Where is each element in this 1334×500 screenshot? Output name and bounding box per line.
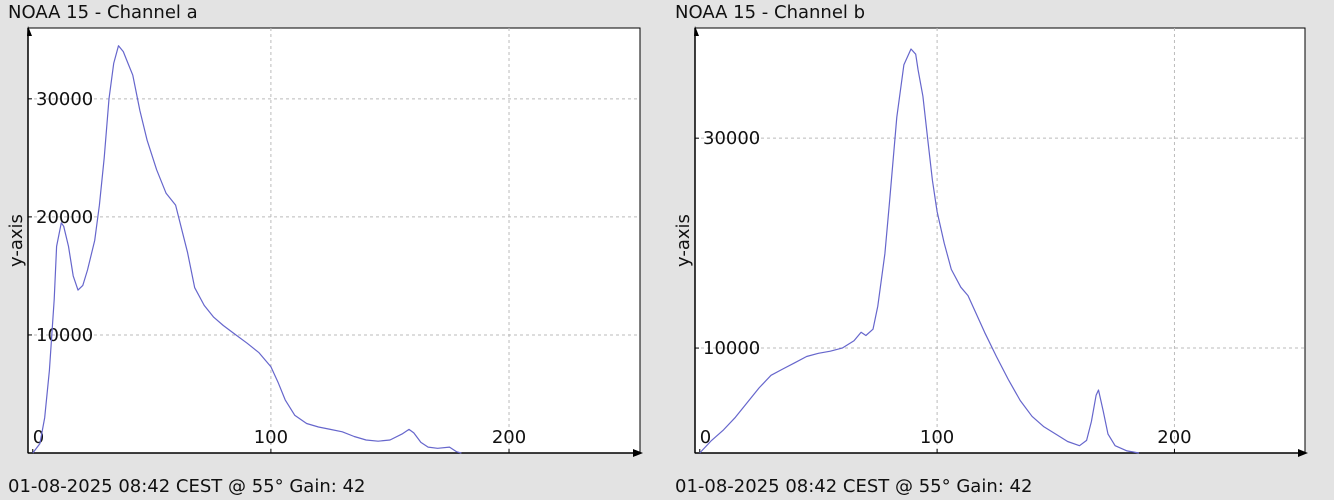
- y-axis-arrow-icon: [27, 26, 32, 36]
- plot-area: [27, 27, 641, 454]
- x-tick-label: 100: [920, 427, 954, 448]
- y-tick-label: 30000: [36, 89, 93, 110]
- y-tick-label: 10000: [36, 325, 93, 346]
- chart-a-svg: 0 100 200 10000 20000 30000 y-axis: [6, 26, 643, 457]
- y-axis-label: y-axis: [6, 214, 27, 267]
- chart-a-title: NOAA 15 - Channel a: [8, 2, 198, 23]
- chart-b-svg: 0 100 200 10000 30000 y-axis: [673, 26, 1308, 457]
- x-axis-arrow-icon: [633, 449, 643, 457]
- x-tick-label: 100: [254, 427, 288, 448]
- y-tick-label: 20000: [36, 207, 93, 228]
- x-tick-label: 0: [700, 427, 711, 448]
- y-axis-label: y-axis: [673, 214, 694, 267]
- x-axis-arrow-icon: [1298, 449, 1308, 457]
- chart-panel-channel-b: 0 100 200 10000 30000 y-axis NOAA 15 - Channe…: [667, 0, 1334, 500]
- x-tick-label: 200: [492, 427, 526, 448]
- chart-a-footer: 01-08-2025 08:42 CEST @ 55° Gain: 42: [8, 476, 366, 497]
- chart-b-footer: 01-08-2025 08:42 CEST @ 55° Gain: 42: [675, 476, 1033, 497]
- chart-panel-channel-a: 0 100 200 10000 20000 30000 y-axis NOAA 15 - C…: [6, 2, 643, 497]
- x-tick-label: 0: [33, 427, 44, 448]
- series-line: [32, 45, 462, 454]
- plot-area: [694, 27, 1306, 454]
- y-tick-label: 10000: [703, 338, 760, 359]
- y-axis-arrow-icon: [694, 26, 699, 36]
- chart-b-title: NOAA 15 - Channel b: [675, 2, 866, 23]
- x-tick-label: 200: [1157, 427, 1191, 448]
- y-tick-label: 30000: [703, 128, 760, 149]
- series-line: [699, 48, 1140, 454]
